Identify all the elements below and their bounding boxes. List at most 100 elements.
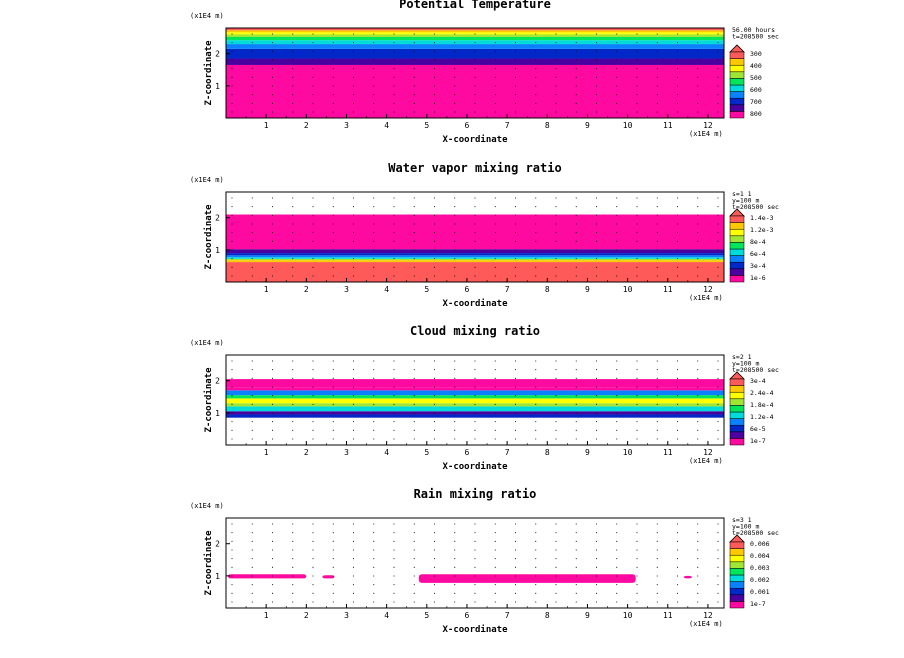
panel1-grid-dot [575,33,577,35]
panel3-grid-dot [231,403,233,405]
panel1-grid-dot [373,76,375,78]
panel4-grid-dot [393,558,395,560]
panel1-grid-dot [474,85,476,87]
panel4-grid-dot [514,575,517,577]
panel2-grid-dot [717,197,719,199]
panel3-grid-dot [717,421,719,423]
panel1-grid-dot [413,102,415,104]
panel1-grid-dot [656,42,658,44]
panel2-grid-dot [575,275,577,277]
panel1-grid-dot [575,59,577,61]
panel4-grid-dot [393,532,395,534]
panel4-grid-dot [616,540,618,542]
panel4-grid-dot [535,540,537,542]
panel4-grid-dot [332,549,334,551]
panel2-grid-dot [636,232,638,234]
panel1-info-line-1: t=208500 sec [732,33,779,41]
panel2-grid-dot [717,206,719,208]
panel1-grid-dot [656,68,658,70]
panel1-grid-dot [352,102,355,104]
panel4-grid-dot [312,558,314,560]
panel3-grid-dot [514,412,517,414]
panel2-band-4 [226,255,724,258]
panel2-grid-dot [697,232,699,234]
panel4-xtick-label-9: 9 [585,611,590,620]
panel2-grid-dot [271,249,274,251]
panel4-grid-dot [616,592,618,594]
panel1-grid-dot [555,33,557,35]
panel3-title: Cloud mixing ratio [410,324,540,338]
panel2-legend-swatch-0 [729,275,745,283]
panel3-grid-dot [373,377,375,379]
panel1-grid-dot [656,111,658,113]
panel4-legend-label-3: 0.002 [750,576,770,584]
panel1-grid-dot [251,68,253,70]
panel2-ylabel: Z-coordinate [203,204,214,270]
panel3-grid-dot [312,369,314,371]
panel3-grid-dot [616,438,618,440]
panel1-grid-dot [352,42,355,44]
panel3-grid-dot [494,421,496,423]
panel3-grid-dot [433,403,436,405]
panel1-grid-dot [373,111,375,113]
panel4-grid-dot [251,575,253,577]
panel3-grid-dot [251,421,253,423]
panel4-grid-dot [454,566,456,568]
panel4-grid-dot [413,601,415,603]
panel1-grid-dot [332,76,334,78]
panel4-grid-dot [352,584,355,586]
panel1-grid-dot [251,111,253,113]
panel1-grid-dot [312,50,314,52]
panel1-grid-dot [454,59,456,61]
panel4-grid-dot [595,540,598,542]
panel1-grid-dot [697,102,699,104]
panel2-grid-dot [697,240,699,242]
panel3-grid-dot [535,377,537,379]
panel3-grid-dot [231,438,233,440]
panel1-grid-dot [636,50,638,52]
panel3-grid-dot [676,395,679,397]
panel4-xtick-label-1: 1 [264,611,269,620]
panel4-grid-dot [555,532,557,534]
panel3-grid-dot [312,403,314,405]
panel4-grid-dot [352,558,355,560]
panel4-grid-dot [575,601,577,603]
panel2-grid-dot [312,214,314,216]
panel1-grid-dot [535,33,537,35]
panel1-xtick-label-1: 1 [264,121,269,130]
panel1-grid-dot [535,111,537,113]
panel3-grid-dot [575,438,577,440]
panel3-xtick-label-5: 5 [424,448,429,457]
panel3-grid-dot [636,377,638,379]
panel4-patch-2 [418,574,636,583]
panel4-grid-dot [636,575,638,577]
panel4-grid-dot [352,592,355,594]
panel2-grid-dot [676,197,679,199]
panel4-grid-dot [271,601,274,603]
panel3-grid-dot [332,386,334,388]
panel2-xlabel: X-coordinate [442,298,508,309]
panel3-grid-dot [352,360,355,362]
panel3-legend-swatch-6 [729,398,745,406]
panel1-grid-dot [393,76,395,78]
panel4-grid-dot [393,523,395,525]
panel2-grid-dot [555,240,557,242]
panel1-grid-dot [616,68,618,70]
panel2-xtick-label-12: 12 [703,285,713,294]
panel4-grid-dot [433,601,436,603]
panel4-grid-dot [535,549,537,551]
panel3-grid-dot [717,412,719,414]
panel3-grid-dot [373,438,375,440]
panel3-grid-dot [717,369,719,371]
panel4-grid-dot [332,584,334,586]
panel3-grid-dot [332,421,334,423]
panel4-grid-dot [373,601,375,603]
panel4-grid-dot [656,532,658,534]
panel2-band-0 [226,262,724,282]
panel3-grid-dot [676,421,679,423]
panel4-grid-dot [676,601,679,603]
panel1-grid-dot [555,85,557,87]
panel1-grid-dot [413,33,415,35]
panel1-grid-dot [332,68,334,70]
panel4-grid-dot [595,575,598,577]
